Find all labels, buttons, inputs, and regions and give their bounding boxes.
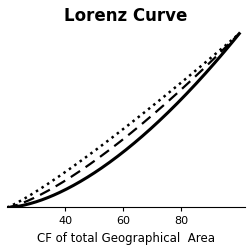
X-axis label: CF of total Geographical  Area: CF of total Geographical Area	[37, 232, 215, 245]
Title: Lorenz Curve: Lorenz Curve	[64, 7, 188, 25]
